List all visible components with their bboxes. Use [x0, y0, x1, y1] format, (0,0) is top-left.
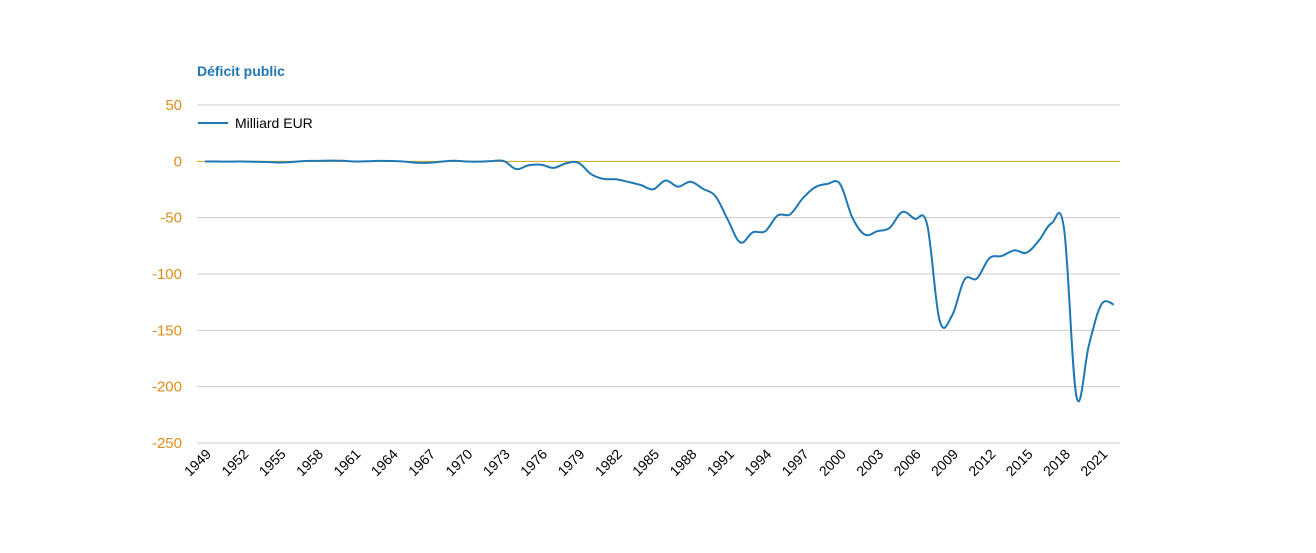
x-tick-label: 1982: [592, 446, 625, 479]
x-tick-label: 2003: [853, 446, 886, 479]
x-tick-label: 1955: [255, 446, 288, 479]
x-tick-label: 1979: [554, 446, 587, 479]
series-group: [204, 159, 1115, 403]
x-tick-label: 2009: [928, 446, 961, 479]
y-tick-label: -250: [152, 435, 182, 452]
y-tick-label: -150: [152, 322, 182, 339]
x-tick-label: 1988: [666, 446, 699, 479]
x-tick-label: 2012: [965, 446, 998, 479]
x-tick-label: 1964: [368, 446, 401, 479]
x-tick-label: 1976: [517, 446, 550, 479]
x-tick-label: 2021: [1077, 446, 1110, 479]
x-tick-label: 2000: [816, 446, 849, 479]
x-tick-label: 1970: [442, 446, 475, 479]
x-tick-label: 1958: [293, 446, 326, 479]
x-tick-label: 1991: [704, 446, 737, 479]
y-tick-label: 0: [174, 153, 182, 170]
x-tick-label: 1973: [480, 446, 513, 479]
x-tick-label: 1967: [405, 446, 438, 479]
x-tick-label: 2006: [890, 446, 923, 479]
x-tick-label: 1994: [741, 446, 774, 479]
y-axis-ticks: 50 0 -50 -100 -150 -200 -250: [152, 97, 182, 452]
legend-label: Milliard EUR: [235, 115, 313, 131]
y-tick-label: 50: [165, 97, 182, 114]
x-tick-label: 2015: [1002, 446, 1035, 479]
legend: Milliard EUR: [198, 115, 313, 131]
x-tick-label: 1949: [181, 446, 214, 479]
x-tick-label: 2018: [1040, 446, 1073, 479]
y-tick-label: -200: [152, 379, 182, 396]
gridlines: [197, 104, 1120, 444]
x-tick-label: 1961: [330, 446, 363, 479]
x-axis-ticks: 1949 1952 1955 1958 1961 1964 1967 1970 1973 1976…: [181, 446, 1111, 479]
y-tick-label: -100: [152, 266, 182, 283]
chart-title: Déficit public: [197, 63, 285, 79]
series-line: [204, 159, 1115, 403]
y-tick-label: -50: [160, 210, 182, 227]
x-tick-label: 1997: [778, 446, 811, 479]
x-tick-label: 1985: [629, 446, 662, 479]
x-tick-label: 1952: [218, 446, 251, 479]
